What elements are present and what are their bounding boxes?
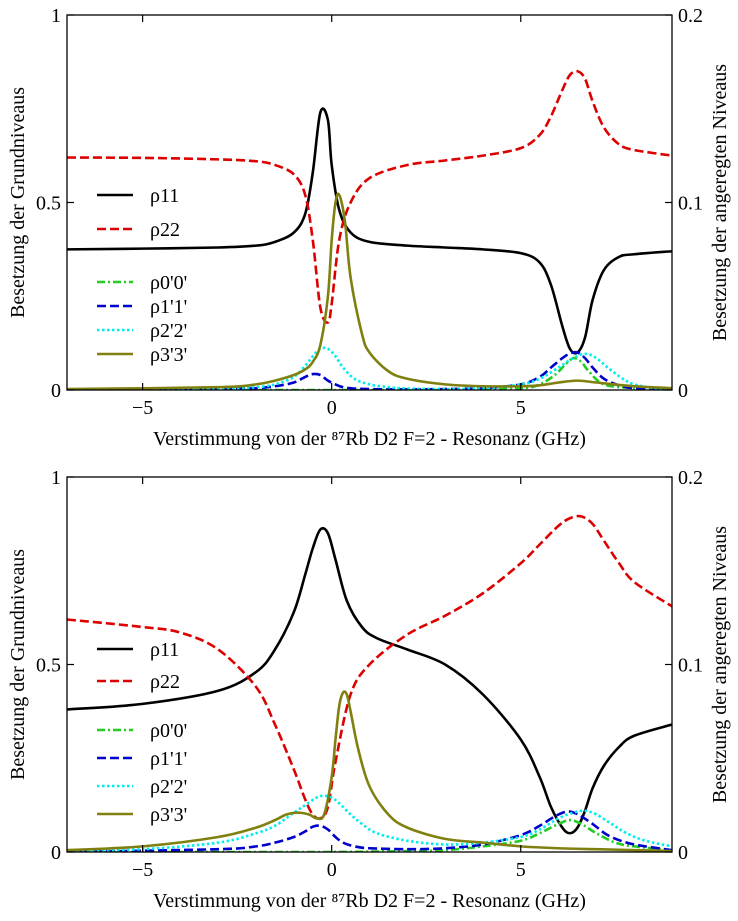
x-tick-label: 5	[516, 859, 526, 881]
chart-top: −5 0 5 0 0.5 1 0 0.1 0.2 Verstimmung von der ⁸⁷Rb…	[7, 5, 731, 450]
y-right-tick-label: 0.2	[678, 5, 703, 27]
legend-label-0: ρ11	[150, 639, 179, 661]
y-left-tick-label: 0	[51, 380, 61, 402]
x-axis-title: Verstimmung von der ⁸⁷Rb D2 F=2 - Resona…	[153, 890, 586, 912]
y-right-tick-label: 0.2	[678, 467, 703, 489]
y-left-tick-label: 1	[51, 5, 61, 27]
legend-label-3: ρ1'1'	[150, 748, 187, 770]
legend-label-2: ρ0'0'	[150, 720, 187, 742]
x-tick-label: 0	[327, 397, 337, 419]
x-axis-title: Verstimmung von der ⁸⁷Rb D2 F=2 - Resona…	[153, 428, 586, 450]
y-right-axis-title: Besetzung der angeregten Niveaus	[709, 64, 731, 341]
y-right-tick-label: 0	[678, 842, 688, 864]
y-left-tick-label: 0.5	[36, 655, 61, 677]
chart-bottom-svg: −5 0 5 0 0.5 1 0 0.1 0.2 Verstimmung von der ⁸⁷Rb…	[7, 467, 731, 912]
series-line-2	[67, 356, 672, 390]
x-tick-label: −5	[132, 397, 153, 419]
series-line-5	[67, 192, 672, 390]
series-line-3	[67, 810, 672, 852]
x-tick-label: 5	[516, 397, 526, 419]
y-left-tick-label: 1	[51, 467, 61, 489]
y-right-tick-label: 0	[678, 380, 688, 402]
y-left-axis-title: Besetzung der Grundniveaus	[7, 549, 29, 780]
series-line-0	[67, 526, 672, 835]
series-line-0	[67, 107, 672, 355]
x-tick-label: 0	[327, 859, 337, 881]
legend-label-5: ρ3'3'	[150, 804, 187, 826]
legend-label-4: ρ2'2'	[150, 320, 187, 342]
series-line-2	[67, 818, 672, 852]
legend-label-0: ρ11	[150, 185, 179, 207]
series-line-5	[67, 690, 672, 852]
series-line-1	[67, 69, 672, 324]
legend-label-1: ρ22	[150, 671, 180, 693]
legend: ρ11 ρ22 ρ0'0'ρ1'1'ρ2'2'ρ3'3'	[97, 185, 187, 366]
legend-label-1: ρ22	[150, 219, 180, 241]
y-left-tick-label: 0	[51, 842, 61, 864]
legend-label-2: ρ0'0'	[150, 272, 187, 294]
chart-top-svg: −5 0 5 0 0.5 1 0 0.1 0.2 Verstimmung von der ⁸⁷Rb…	[7, 5, 731, 450]
series-lines	[67, 69, 672, 390]
y-right-tick-label: 0.1	[678, 655, 703, 677]
y-right-axis-title: Besetzung der angeregten Niveaus	[709, 526, 731, 803]
y-left-tick-label: 0.5	[36, 193, 61, 215]
y-left-axis-title: Besetzung der Grundniveaus	[7, 87, 29, 318]
chart-bottom: −5 0 5 0 0.5 1 0 0.1 0.2 Verstimmung von der ⁸⁷Rb…	[0, 462, 738, 921]
legend-label-4: ρ2'2'	[150, 776, 187, 798]
x-tick-label: −5	[132, 859, 153, 881]
series-line-1	[67, 514, 672, 820]
series-lines	[67, 514, 672, 852]
legend-label-3: ρ1'1'	[150, 296, 187, 318]
y-right-tick-label: 0.1	[678, 193, 703, 215]
legend-label-5: ρ3'3'	[150, 344, 187, 366]
legend: ρ11 ρ22 ρ0'0' ρ1'1' ρ2'2' ρ3'3'	[97, 639, 187, 826]
